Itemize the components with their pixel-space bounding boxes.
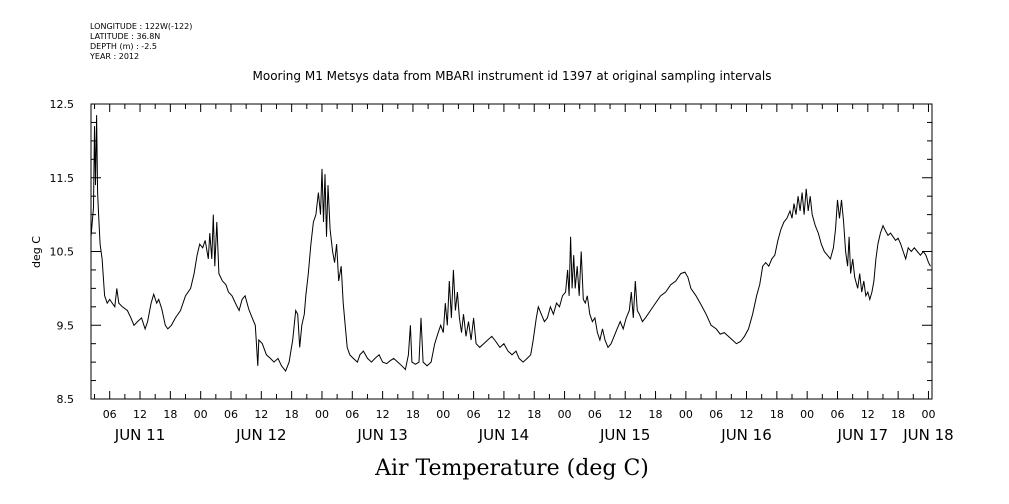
y-axis: 8.5 9.5 10.5 11.5 12.5: [50, 98, 932, 406]
x-tick-label: 12: [376, 408, 390, 421]
meta-depth: DEPTH (m) : -2.5: [90, 42, 157, 51]
meta-year: YEAR : 2012: [89, 52, 139, 61]
chart-title: Mooring M1 Metsys data from MBARI instru…: [253, 69, 772, 83]
x-tick-label: 18: [406, 408, 420, 421]
x-tick-label: 18: [770, 408, 784, 421]
x-tick-label: 18: [163, 408, 177, 421]
date-label: JUN 13: [356, 426, 407, 444]
x-tick-label: 06: [467, 408, 481, 421]
date-labels: JUN 11 JUN 12 JUN 13 JUN 14 JUN 15 JUN 16 JUN …: [114, 426, 954, 444]
x-tick-label: 18: [527, 408, 541, 421]
x-tick-label: 18: [285, 408, 299, 421]
x-tick-label: 00: [436, 408, 450, 421]
metadata-block: LONGITUDE : 122W(-122) LATITUDE : 36.8N …: [89, 22, 192, 61]
x-axis: 06 12 18 00 06 12 18 00 06 12 18 00 06 12 18 00 06 12 18 00…: [94, 104, 935, 421]
x-tick-label: 00: [315, 408, 329, 421]
y-tick-label: 12.5: [50, 98, 75, 111]
x-tick-label: 06: [345, 408, 359, 421]
x-tick-label: 06: [588, 408, 602, 421]
date-label: JUN 17: [837, 426, 888, 444]
meta-latitude: LATITUDE : 36.8N: [90, 32, 160, 41]
x-tick-label: 12: [254, 408, 268, 421]
date-label: JUN 15: [599, 426, 650, 444]
x-tick-label: 00: [679, 408, 693, 421]
series-line: [90, 115, 931, 372]
date-label: JUN 18: [902, 426, 953, 444]
date-label: JUN 12: [235, 426, 286, 444]
x-tick-label: 18: [649, 408, 663, 421]
x-tick-label: 12: [618, 408, 632, 421]
x-tick-label: 06: [830, 408, 844, 421]
y-tick-label: 11.5: [50, 172, 75, 185]
y-tick-label: 8.5: [57, 393, 75, 406]
x-tick-label: 00: [921, 408, 935, 421]
date-label: JUN 14: [478, 426, 529, 444]
x-tick-label: 18: [891, 408, 905, 421]
x-tick-label: 00: [800, 408, 814, 421]
meta-longitude: LONGITUDE : 122W(-122): [90, 22, 192, 31]
x-tick-label: 00: [194, 408, 208, 421]
x-axis-label: Air Temperature (deg C): [374, 456, 649, 481]
y-tick-label: 10.5: [50, 246, 75, 259]
y-tick-label: 9.5: [57, 319, 75, 332]
x-tick-label: 00: [558, 408, 572, 421]
x-tick-label: 06: [709, 408, 723, 421]
date-label: JUN 11: [114, 426, 165, 444]
x-tick-label: 12: [133, 408, 147, 421]
x-tick-label: 06: [224, 408, 238, 421]
x-tick-label: 06: [103, 408, 117, 421]
x-tick-label: 12: [497, 408, 511, 421]
x-tick-label: 12: [740, 408, 754, 421]
date-label: JUN 16: [720, 426, 771, 444]
y-axis-label: deg C: [30, 236, 43, 268]
x-tick-label: 12: [861, 408, 875, 421]
series-group: [90, 115, 931, 372]
